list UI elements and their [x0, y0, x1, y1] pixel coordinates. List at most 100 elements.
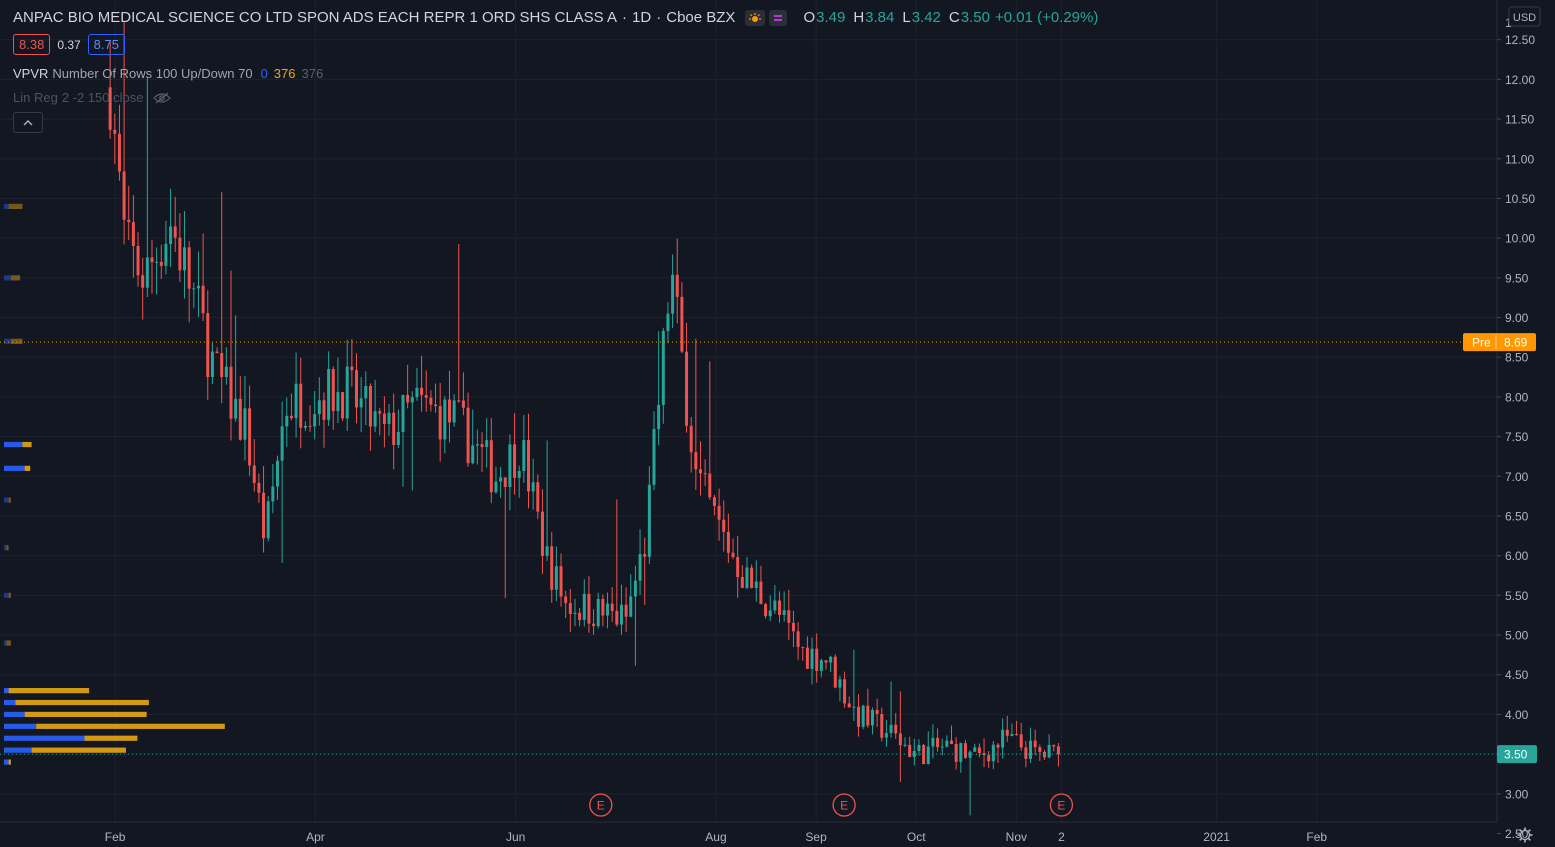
market-status-icon[interactable]: [745, 9, 766, 26]
candle-body: [317, 400, 321, 415]
x-tick-label: 2021: [1203, 830, 1230, 844]
volume-profile-up-bar: [4, 711, 25, 718]
change-value: +0.01 (+0.29%): [994, 9, 1099, 26]
vpvr-up-value: 0: [260, 66, 268, 81]
vpvr-total-value: 376: [301, 66, 324, 81]
candle-body: [894, 724, 898, 734]
candle-body: [155, 261, 159, 263]
candle-body: [898, 733, 902, 746]
vpvr-legend[interactable]: VPVR Number Of Rows 100 Up/Down 70 0 376…: [13, 66, 323, 81]
x-tick-label: Sep: [805, 830, 827, 844]
price-scale-background: [1497, 0, 1555, 847]
candle-body: [759, 581, 763, 605]
candle-body: [796, 631, 800, 647]
candle-body: [192, 288, 196, 290]
candle-body: [1024, 747, 1028, 759]
volume-profile-down-bar: [8, 203, 23, 209]
candle-body: [410, 397, 414, 403]
candle-body: [252, 465, 256, 483]
interval-label[interactable]: 1D: [632, 9, 652, 26]
candle-body: [819, 660, 823, 671]
candle-body: [475, 444, 479, 446]
volume-profile-down-bar: [10, 275, 21, 281]
candle-body: [810, 648, 814, 669]
candle-body: [754, 581, 758, 589]
ask-price-box[interactable]: 8.75: [87, 34, 125, 55]
linreg-params: 2 -2 150 close: [61, 90, 144, 105]
candle-body: [461, 400, 465, 408]
hidden-eye-icon[interactable]: [153, 92, 172, 104]
candle-body: [991, 744, 995, 762]
linreg-legend[interactable]: Lin Reg 2 -2 150 close: [13, 90, 172, 105]
y-tick-label: 8.50: [1505, 351, 1529, 365]
chevron-up-icon: [23, 120, 33, 126]
candle-body: [629, 596, 633, 617]
volume-profile-down-bar: [8, 592, 11, 598]
candle-body: [499, 477, 503, 482]
candle-body: [322, 400, 326, 420]
candle-body: [127, 219, 131, 223]
pre-market-icon[interactable]: [769, 9, 788, 26]
candle-body: [680, 296, 684, 352]
candle-body: [117, 133, 121, 172]
candle-body: [587, 593, 591, 624]
candle-body: [745, 567, 749, 588]
volume-profile-up-bar: [4, 688, 9, 694]
candle-body: [996, 744, 1000, 748]
gear-icon-ring: [1519, 829, 1531, 841]
candle-body: [550, 546, 554, 590]
candle-body: [420, 387, 424, 396]
candle-body: [401, 394, 405, 432]
collapse-legend-button[interactable]: [13, 112, 43, 133]
last-price-value-text: 3.50: [1504, 748, 1528, 762]
candle-body: [345, 366, 349, 419]
candle-body: [513, 444, 517, 478]
candle-body: [740, 576, 744, 588]
candle-body: [308, 425, 312, 427]
volume-profile-up-bar: [4, 275, 11, 281]
candle-body: [568, 603, 572, 614]
candle-body: [601, 599, 605, 616]
candle-body: [912, 751, 916, 757]
symbol-description[interactable]: ANPAC BIO MEDICAL SCIENCE CO LTD SPON AD…: [13, 9, 618, 26]
candle-body: [661, 330, 665, 405]
candle-body: [452, 400, 456, 423]
volume-profile-up-bar: [4, 747, 32, 753]
volume-profile-down-bar: [24, 465, 31, 471]
candle-body: [717, 505, 721, 520]
y-tick-label: 12.50: [1505, 33, 1535, 47]
candle-body: [387, 412, 391, 424]
gear-icon[interactable]: [1517, 827, 1533, 843]
candle-body: [880, 714, 884, 738]
candle-body: [113, 129, 117, 134]
candle-body: [787, 610, 791, 623]
candle-body: [1038, 747, 1042, 752]
earnings-marker: [589, 793, 613, 817]
volume-profile-up-bar: [4, 723, 37, 729]
earnings-marker-label: E: [597, 799, 605, 813]
linreg-name: Lin Reg: [13, 90, 58, 105]
earnings-marker-label: E: [840, 799, 848, 813]
volume-profile-down-bar: [31, 747, 126, 753]
low-label: L: [902, 9, 911, 26]
candle-body: [359, 398, 363, 408]
candle-body: [429, 397, 433, 405]
candle-body: [313, 414, 317, 427]
candle-body: [801, 646, 805, 648]
candle-body: [875, 709, 879, 715]
candle-body: [373, 411, 377, 427]
candle-body: [145, 257, 149, 288]
volume-profile-down-bar: [6, 640, 11, 646]
candle-body: [447, 399, 451, 423]
candle-body: [159, 261, 163, 266]
candle-body: [731, 552, 735, 558]
candle-body: [248, 408, 252, 466]
candle-body: [350, 366, 354, 371]
candle-body: [712, 497, 716, 506]
bid-price-box[interactable]: 8.38: [13, 34, 51, 55]
candle-body: [736, 557, 740, 577]
candle-body: [987, 755, 991, 762]
candle-body: [545, 546, 549, 556]
candle-body: [959, 743, 963, 762]
